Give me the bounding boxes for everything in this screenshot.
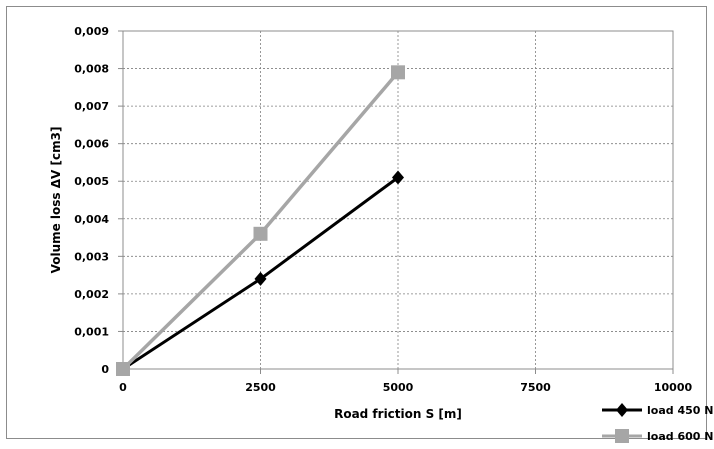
chart-border [6, 6, 707, 439]
legend-marker [615, 429, 629, 443]
x-tick-label: 0 [119, 381, 127, 394]
legend-item: load 600 N [602, 429, 713, 443]
y-tick-label: 0,008 [74, 63, 109, 76]
y-tick-label: 0,002 [74, 288, 109, 301]
data-point [391, 65, 405, 80]
x-tick-label: 5000 [383, 381, 414, 394]
data-point [253, 226, 268, 241]
y-tick-label: 0,003 [74, 250, 109, 263]
y-axis-title: Volume loss ΔV [cm3] [49, 127, 63, 274]
x-tick-label: 10000 [654, 381, 693, 394]
x-axis-title: Road friction S [m] [334, 407, 462, 421]
y-tick-label: 0,005 [74, 175, 109, 188]
data-point [392, 170, 404, 185]
series-layer [116, 65, 405, 376]
series-2 [116, 65, 405, 376]
y-tick-label: 0,006 [74, 138, 109, 151]
y-tick-label: 0,001 [74, 325, 109, 338]
y-tick-label: 0 [101, 363, 109, 376]
y-axis-ticks: 0 0,001 0,002 0,003 0,004 0,005 0,006 0,007 0,00… [74, 25, 123, 376]
series-1 [117, 170, 404, 376]
gridlines [123, 31, 673, 369]
data-point [254, 271, 267, 286]
legend: load 450 N load 600 N [602, 403, 713, 443]
y-tick-label: 0,004 [74, 213, 109, 226]
legend-item: load 450 N [602, 403, 713, 417]
legend-label: load 600 N [647, 430, 713, 443]
y-tick-label: 0,007 [74, 100, 109, 113]
x-tick-label: 2500 [245, 381, 276, 394]
y-tick-label: 0,009 [74, 25, 109, 38]
x-axis-ticks: 0 2500 5000 7500 10000 [119, 369, 692, 394]
x-tick-label: 7500 [520, 381, 551, 394]
legend-marker [616, 403, 628, 417]
data-point [116, 362, 130, 376]
legend-label: load 450 N [647, 404, 713, 417]
